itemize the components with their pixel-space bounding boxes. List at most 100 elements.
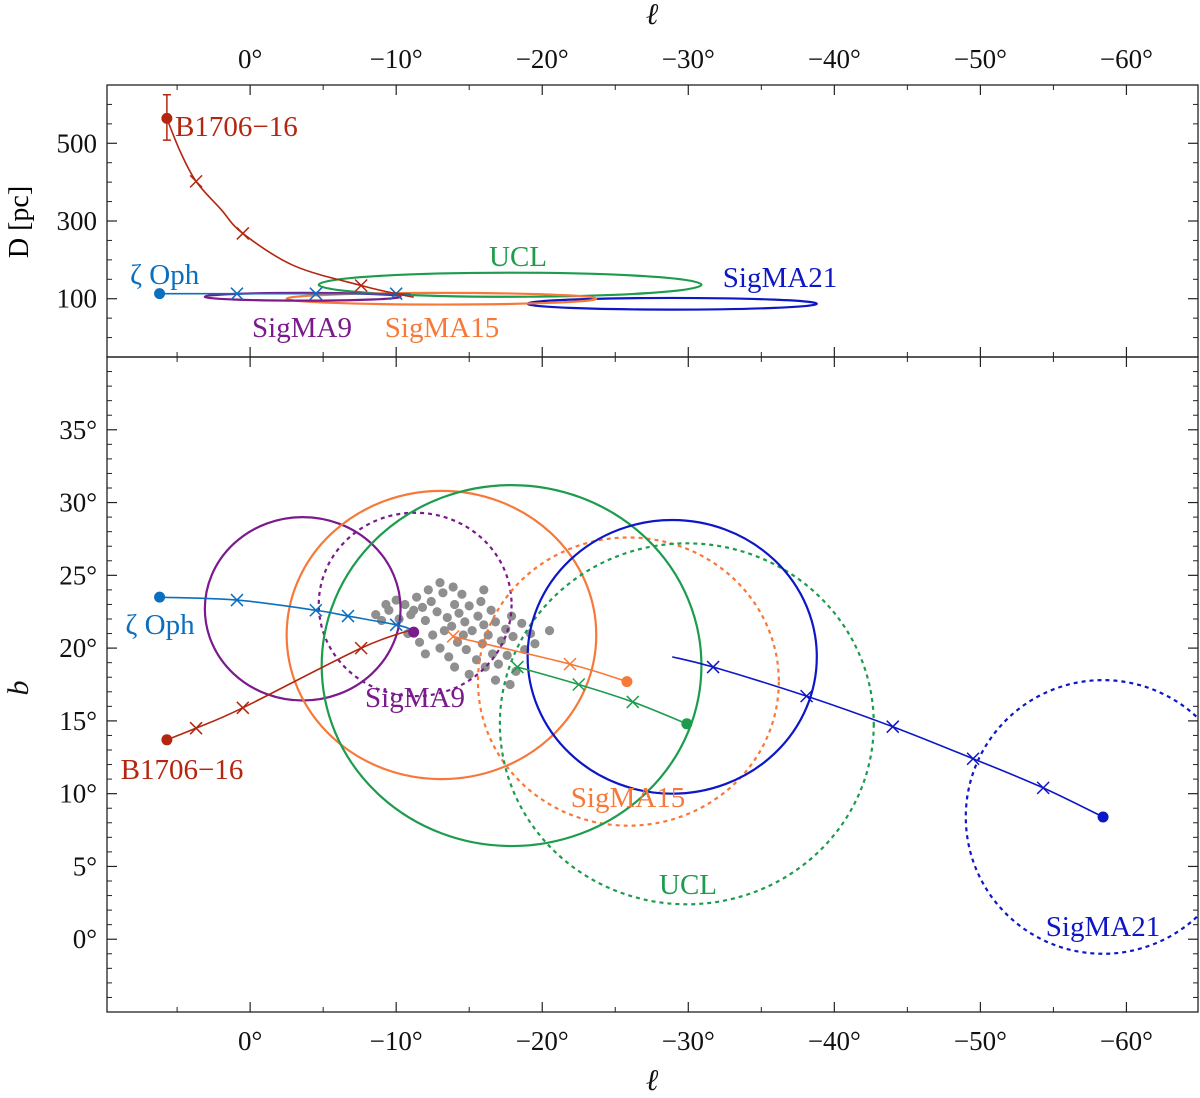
member-star-point — [439, 626, 449, 636]
member-star-point — [420, 649, 430, 659]
track-marker-ucl — [510, 660, 524, 674]
member-star-point — [442, 612, 452, 623]
track-b1706 — [166, 628, 414, 741]
member-star-point — [438, 588, 448, 598]
y-tick-label: 300 — [57, 206, 98, 236]
y-tick-label: 5° — [73, 851, 97, 881]
track-marker-sigma21 — [706, 660, 720, 674]
x-tick-label: −20° — [516, 44, 569, 74]
member-star-point — [502, 650, 512, 660]
track-marker-zeta_oph — [309, 603, 323, 617]
label-ucl: UCL — [659, 869, 717, 901]
member-star-point — [490, 675, 501, 685]
member-star-point — [444, 652, 454, 662]
region-sigma15 — [285, 489, 598, 781]
member-star-point — [511, 666, 521, 677]
region-sigma21 — [526, 518, 818, 795]
y-tick-label: 25° — [59, 560, 97, 590]
member-star-point — [454, 608, 464, 618]
region-ucl — [317, 271, 703, 298]
member-star-point — [435, 643, 445, 653]
x-tick-label: −50° — [954, 44, 1007, 74]
current-position-zeta_oph — [154, 591, 166, 603]
track-marker-ucl — [626, 695, 640, 709]
member-star-point — [371, 610, 381, 620]
track-marker-b1706 — [354, 641, 368, 655]
track-marker-zeta_oph — [389, 618, 403, 632]
member-star-point — [381, 599, 391, 610]
x-tick-label: −60° — [1100, 44, 1153, 74]
member-star-point — [530, 639, 540, 649]
label-ucl: UCL — [489, 241, 547, 273]
bottom-x-axis-label: ℓ — [646, 1064, 659, 1097]
current-position-ucl — [681, 718, 693, 730]
top-y-axis-label: D [pc] — [4, 186, 35, 258]
bottom-panel-latitude: 0° −10° −20° −30° −40° −50° −60° 0° 5° 10° 15° 20° 2… — [59, 357, 1198, 1056]
region-sigma21 — [526, 296, 818, 311]
x-tick-label: −50° — [954, 1026, 1007, 1056]
track-marker-zeta_oph — [230, 287, 244, 301]
track-b1706 — [166, 118, 414, 298]
top-x-axis-label: ℓ — [646, 0, 659, 31]
y-tick-label: 0° — [73, 924, 97, 954]
region-sigma15-dashed — [476, 536, 780, 827]
member-star-point — [464, 669, 474, 679]
track-marker-b1706 — [236, 226, 250, 240]
member-star-point — [400, 599, 410, 610]
member-star-point — [432, 607, 442, 617]
member-star-point — [479, 585, 489, 595]
label-sigma9: SigMA9 — [252, 312, 352, 344]
member-star-point — [460, 617, 470, 627]
plot-area — [154, 93, 818, 311]
member-star-point — [420, 615, 430, 626]
y-tick-label: 35° — [59, 415, 97, 445]
x-tick-label: −30° — [662, 44, 715, 74]
track-marker-sigma21 — [1036, 781, 1050, 795]
bottom-annotations: ζ Oph B1706−16 SigMA9 SigMA15 UCL SigMA2… — [121, 609, 1161, 943]
member-star-point — [464, 601, 474, 611]
plot-area — [154, 483, 1198, 955]
y-tick-label: 20° — [59, 633, 97, 663]
region-sigma15 — [285, 291, 598, 306]
x-tick-label: −10° — [370, 44, 423, 74]
member-star-point — [505, 679, 515, 690]
member-star-point — [487, 649, 498, 659]
x-tick-label: −10° — [370, 1026, 423, 1056]
x-tick-label: −40° — [808, 1026, 861, 1056]
member-star-point — [428, 630, 438, 640]
track-marker-b1706 — [189, 174, 203, 188]
label-sigma21: SigMA21 — [723, 262, 837, 294]
member-star-point — [457, 589, 467, 599]
label-zeta-oph: ζ Oph — [125, 609, 195, 641]
member-star-point — [486, 605, 496, 615]
member-star-point — [461, 644, 471, 655]
region-ucl — [320, 483, 703, 848]
current-position-sigma9 — [408, 626, 420, 638]
current-position-b1706 — [161, 112, 173, 124]
track-marker-sigma21 — [800, 689, 814, 703]
member-star-point — [467, 626, 477, 636]
y-tick-label: 30° — [59, 488, 97, 518]
label-zeta-oph: ζ Oph — [130, 259, 200, 291]
member-star-point — [447, 621, 457, 631]
x-tick-label: 0° — [238, 1026, 262, 1056]
x-tick-label: −20° — [516, 1026, 569, 1056]
y-tick-label: 10° — [59, 779, 97, 809]
member-star-point — [391, 595, 401, 605]
member-star-point — [450, 662, 460, 672]
y-tick-label: 500 — [57, 128, 98, 158]
track-marker-b1706 — [236, 701, 250, 715]
track-marker-zeta_oph — [309, 287, 323, 301]
member-star-point — [479, 620, 489, 630]
current-position-zeta_oph — [154, 288, 166, 300]
member-star-point — [452, 637, 463, 647]
y-tick-label: 15° — [59, 706, 97, 736]
label-b1706: B1706−16 — [121, 754, 244, 786]
track-marker-sigma15 — [563, 657, 577, 671]
bottom-y-axis-label: b — [2, 681, 35, 696]
member-star-point — [414, 637, 425, 647]
track-marker-zeta_oph — [341, 609, 355, 623]
member-star-point — [450, 599, 460, 610]
member-star-point — [493, 659, 504, 669]
